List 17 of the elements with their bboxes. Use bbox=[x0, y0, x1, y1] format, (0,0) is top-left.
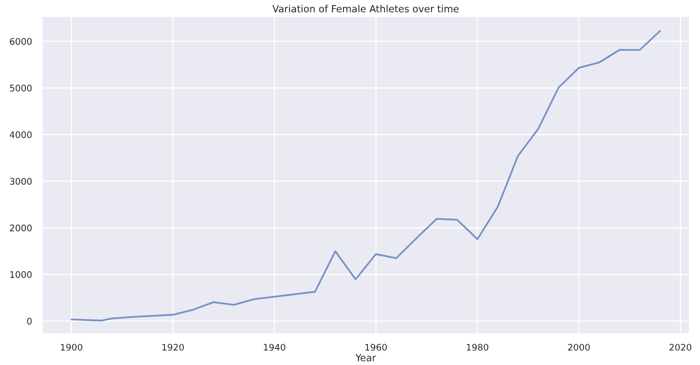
x-axis-title: Year bbox=[355, 354, 376, 362]
x-tick-label: 1940 bbox=[264, 344, 286, 351]
line-series bbox=[70, 30, 661, 322]
chart-title: Variation of Female Athletes over time bbox=[272, 4, 459, 12]
y-tick-label: 5000 bbox=[10, 84, 32, 92]
x-tick-label: 2000 bbox=[568, 344, 590, 351]
x-tick-label: 1980 bbox=[466, 344, 488, 351]
y-tick-label: 6000 bbox=[10, 38, 32, 45]
y-tick-label: 1000 bbox=[10, 271, 32, 278]
y-tick-label: 3000 bbox=[10, 178, 32, 185]
y-tick-label: 2000 bbox=[10, 224, 32, 232]
x-tick-label: 1960 bbox=[365, 344, 387, 351]
y-tick-label: 0 bbox=[27, 318, 32, 325]
y-tick-label: 4000 bbox=[10, 131, 32, 138]
x-tick-label: 1920 bbox=[162, 344, 184, 351]
x-tick-label: 2020 bbox=[670, 344, 692, 351]
x-tick-label: 1900 bbox=[60, 344, 82, 351]
